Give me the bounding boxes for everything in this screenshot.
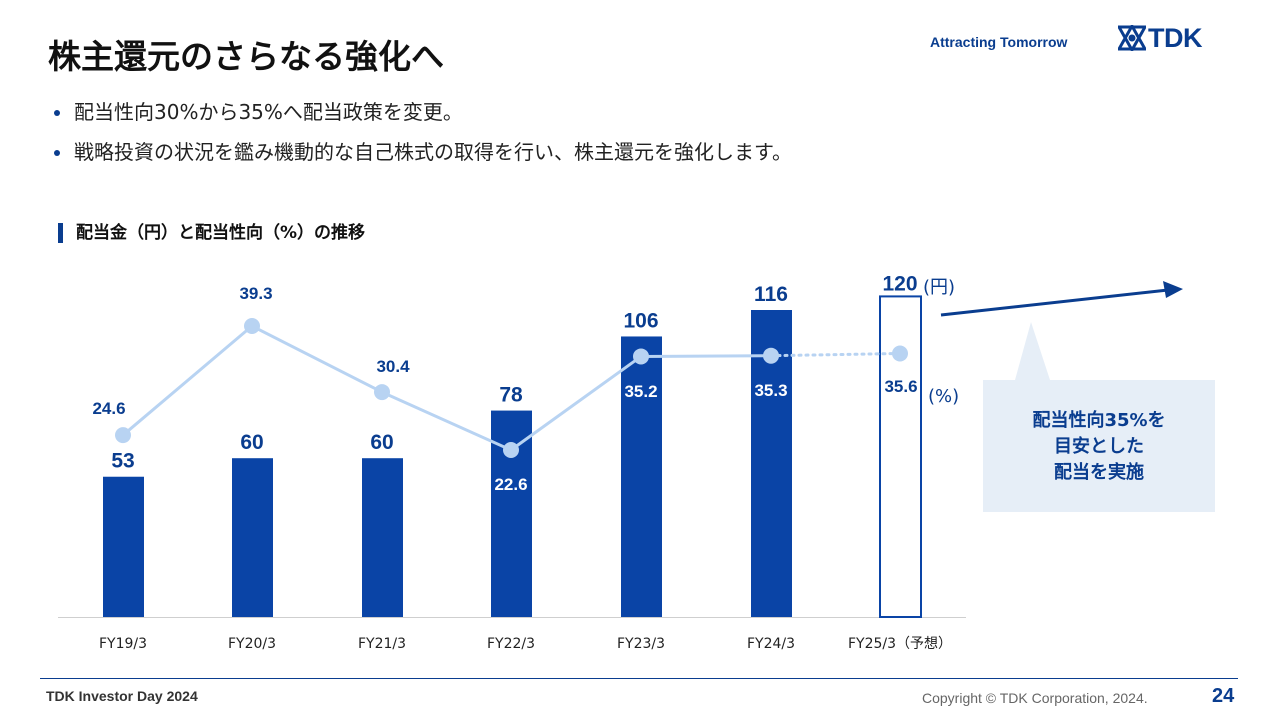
line-value-label: 35.6: [884, 377, 917, 396]
bar-unit-label: (円): [923, 277, 955, 298]
x-tick-label: FY24/3: [747, 636, 795, 652]
line-point: [763, 347, 779, 364]
x-tick-label: FY21/3: [358, 636, 406, 652]
callout-text: 配当性向35%を 目安とした 配当を実施: [985, 408, 1213, 486]
line-point: [374, 384, 390, 401]
bullet-list: 配当性向30%から35%へ配当政策を変更。 戦略投資の状況を鑑み機動的な自己株式…: [52, 97, 792, 177]
trend-arrow-head: [1163, 281, 1183, 298]
callout-line: 配当を実施: [1054, 462, 1144, 483]
line-value-label: 24.6: [92, 399, 125, 418]
footer-event: TDK Investor Day 2024: [46, 688, 198, 704]
line-point: [503, 442, 519, 458]
line-segment: [121, 324, 254, 437]
line-point: [244, 318, 260, 334]
line-segment: [639, 354, 773, 358]
bar: [232, 458, 273, 617]
bullet-item: 戦略投資の状況を鑑み機動的な自己株式の取得を行い、株主還元を強化します。: [52, 137, 792, 177]
bar-value-label: 60: [370, 431, 393, 454]
bar-value-label: 78: [499, 384, 523, 407]
page-title: 株主還元のさらなる強化へ: [48, 37, 444, 76]
tdk-emblem-icon: [1118, 25, 1146, 51]
footer-divider: [40, 678, 1238, 679]
x-tick-label: FY23/3: [617, 636, 665, 652]
line-segment: [380, 390, 513, 452]
bar: [362, 458, 403, 617]
line-value-label: 22.6: [494, 475, 527, 494]
heading-accent-bar: [58, 223, 63, 243]
callout-line: 目安とした: [1054, 436, 1144, 457]
trend-arrow-line: [940, 288, 1169, 317]
line-segment-forecast: [769, 351, 902, 358]
line-unit-label: (%): [928, 386, 959, 407]
chart-section-heading: 配当金（円）と配当性向（%）の推移: [58, 222, 365, 244]
line-value-label: 30.4: [376, 357, 410, 376]
bar: [621, 336, 662, 617]
line-value-label: 39.3: [239, 284, 272, 303]
x-tick-label: FY19/3: [99, 636, 147, 652]
logo-text: TDK: [1148, 22, 1203, 53]
line-point: [633, 348, 649, 365]
bar-forecast: [879, 295, 922, 618]
bar-value-label: 116: [754, 283, 788, 306]
line-value-label: 35.3: [754, 381, 787, 400]
footer-copyright: Copyright © TDK Corporation, 2024.: [922, 690, 1148, 706]
x-tick-label: FY20/3: [228, 636, 276, 652]
line-point: [892, 345, 908, 362]
tdk-logo: TDK: [1118, 22, 1203, 53]
tagline: Attracting Tomorrow: [930, 34, 1068, 50]
line-value-label: 35.2: [624, 382, 657, 401]
line-segment: [509, 354, 643, 452]
bullet-item: 配当性向30%から35%へ配当政策を変更。: [52, 97, 792, 137]
callout-line: 配当性向35%を: [1032, 410, 1166, 431]
bar-value-label: 53: [111, 450, 134, 473]
callout-box: [983, 322, 1215, 512]
chart-section-heading-text: 配当金（円）と配当性向（%）の推移: [76, 223, 366, 243]
line-point: [115, 427, 131, 444]
bar-value-label: 120: [882, 272, 917, 295]
bar: [491, 410, 532, 617]
page-number: 24: [1212, 685, 1235, 707]
bar: [103, 476, 144, 617]
bar-value-label: 106: [623, 309, 658, 332]
x-tick-label: FY25/3（予想）: [848, 636, 952, 652]
x-tick-label: FY22/3: [487, 636, 535, 652]
line-segment: [250, 324, 384, 394]
bar-value-label: 60: [240, 431, 263, 454]
